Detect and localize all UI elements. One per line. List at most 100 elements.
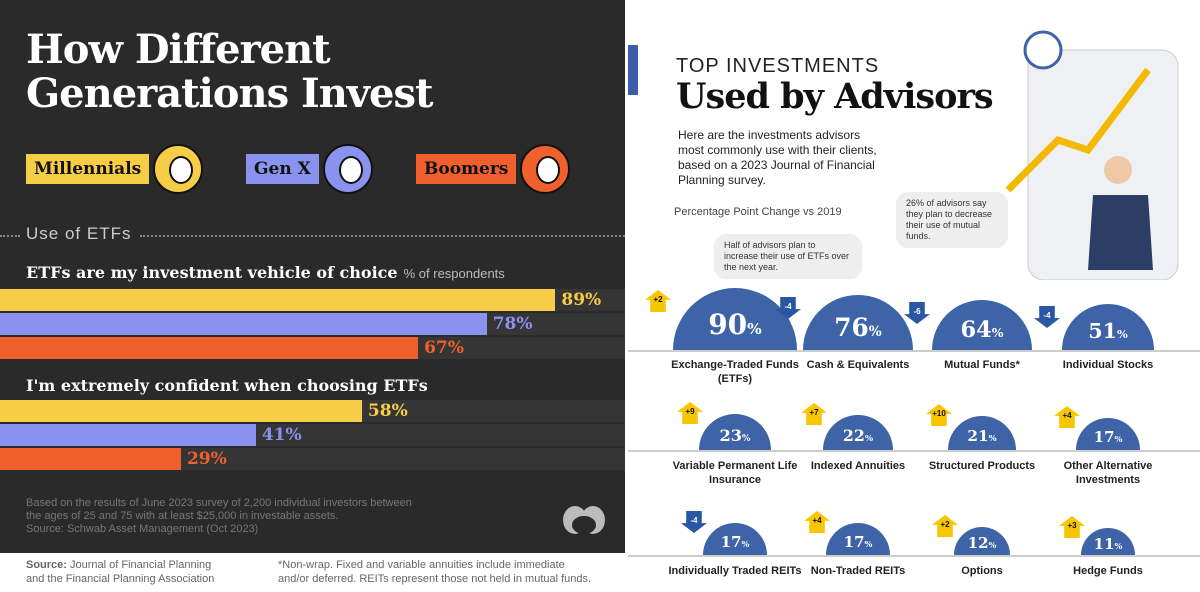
investment-label: Individual Stocks [1062, 359, 1154, 371]
investment-label: Variable Permanent Life Insurance [672, 460, 798, 486]
bar-value-label: 89% [561, 290, 602, 310]
legend-millennials: Millennials [26, 144, 204, 194]
investment-label: Non-Traded REITs [810, 565, 906, 577]
unit: % [864, 434, 874, 444]
arrow-down-icon: -6 [904, 302, 930, 324]
bar-genx [0, 424, 256, 446]
question-1: ETFs are my investment vehicle of choice… [26, 263, 505, 282]
baseline-divider [628, 555, 1200, 557]
source: Source: Journal of Financial Planning and… [26, 558, 214, 586]
arrow-up-icon: +4 [1054, 406, 1080, 428]
unit: % [741, 539, 750, 549]
unit: % [1114, 434, 1123, 444]
legend-genx: Gen X [246, 144, 373, 194]
value: 11 [1093, 535, 1115, 553]
etf-infographic: How Different Generations Invest Millenn… [0, 0, 625, 553]
note-line: *Non-wrap. Fixed and variable annuities … [278, 559, 565, 571]
footnote-line: the ages of 25 and 75 with at least $25,… [26, 510, 339, 522]
value: 64 [960, 317, 992, 343]
bar-millennials [0, 289, 556, 311]
legend-label: Millennials [26, 154, 150, 184]
logo-icon [563, 506, 605, 534]
bar-value-label: 41% [261, 425, 302, 445]
arrow-up-icon: +10 [926, 404, 952, 426]
arrow-up-icon: +2 [932, 515, 958, 537]
investment-label: Structured Products [928, 460, 1036, 472]
value: 17 [843, 533, 865, 551]
value: 22 [842, 426, 865, 445]
avatar-icon [153, 144, 204, 194]
footnote-line: Based on the results of June 2023 survey… [26, 497, 412, 509]
investment-label: Options [961, 565, 1003, 577]
baseline-divider [628, 350, 1200, 352]
footnote-line: Source: Schwab Asset Management (Oct 202… [26, 523, 259, 535]
legend-label: Gen X [246, 154, 319, 184]
bar-track: 29% [0, 448, 625, 470]
legend-label: Boomers [416, 154, 517, 184]
value: 51 [1088, 319, 1117, 343]
source-label: Source: [26, 559, 67, 571]
value: 12 [967, 534, 989, 552]
bar-track: 89% [0, 289, 625, 311]
bar-millennials [0, 400, 362, 422]
q1-text: ETFs are my investment vehicle of choice [26, 263, 398, 282]
advisor-infographic: TOP INVESTMENTS Used by Advisors Here ar… [628, 0, 1200, 592]
source-line: Journal of Financial Planning [70, 559, 212, 571]
avatar-icon [322, 144, 373, 194]
title-line-1: How Different [26, 26, 331, 73]
bar-value-label: 58% [367, 401, 408, 421]
bar-value-label: 67% [424, 338, 464, 358]
legend-ppc: Percentage Point Change vs 2019 [674, 206, 842, 218]
unit: % [1116, 327, 1128, 341]
avatar-icon [520, 144, 571, 194]
value: 76 [834, 313, 869, 342]
baseline-divider [628, 450, 1200, 452]
speech-bubble-etf: Half of advisors plan to increase their … [714, 234, 862, 279]
value: 21 [967, 427, 989, 445]
arrow-up-icon: +9 [677, 402, 703, 424]
bar-track: 78% [0, 313, 625, 335]
bar-track: 58% [0, 400, 625, 422]
unit: % [742, 434, 751, 444]
bar-genx [0, 313, 487, 335]
value: 17 [1093, 428, 1115, 446]
question-2: I'm extremely confident when choosing ET… [26, 376, 428, 395]
investment-label: Hedge Funds [1073, 565, 1143, 577]
speech-bubble-mutual: 26% of advisors say they plan to decreas… [896, 192, 1008, 248]
bar-value-label: 29% [186, 449, 227, 469]
investment-label: Individually Traded REITs [668, 565, 802, 577]
bar-boomers [0, 337, 419, 359]
arrow-up-icon: +3 [1059, 516, 1085, 538]
arrow-up-icon: +7 [801, 403, 827, 425]
value: 23 [719, 426, 743, 445]
investment-label: Other Alternative Investments [1063, 460, 1153, 486]
bar-track: 41% [0, 424, 625, 446]
arrow-down-icon: -4 [1034, 306, 1060, 328]
investment-label: Indexed Annuities [810, 460, 906, 472]
q1-unit: % of respondents [403, 266, 505, 281]
description: Here are the investments advisors most c… [678, 128, 877, 187]
arrow-up-icon: +2 [645, 290, 671, 312]
investment-label: Mutual Funds* [944, 359, 1020, 371]
advisor-phone-illustration-icon [1005, 30, 1179, 280]
value: 90 [708, 308, 748, 341]
title-main: Used by Advisors [676, 76, 994, 117]
section-title: Use of ETFs [26, 224, 132, 243]
bar-value-label: 78% [492, 314, 533, 334]
note: *Non-wrap. Fixed and variable annuities … [278, 558, 591, 586]
unit: % [988, 540, 997, 550]
unit: % [991, 325, 1004, 340]
unit: % [868, 324, 882, 340]
arrow-down-icon: -4 [775, 297, 801, 319]
arrow-up-icon: +4 [804, 511, 830, 533]
unit: % [988, 433, 997, 443]
value: 17 [720, 533, 742, 551]
investment-label: Cash & Equivalents [806, 359, 910, 371]
source-line: and the Financial Planning Association [26, 573, 215, 585]
unit: % [1114, 541, 1123, 551]
bar-boomers [0, 448, 181, 470]
unit: % [864, 539, 873, 549]
title-top: TOP INVESTMENTS [676, 55, 880, 77]
bar-track: 67% [0, 337, 625, 359]
investment-label: Exchange-Traded Funds (ETFs) [671, 359, 799, 385]
